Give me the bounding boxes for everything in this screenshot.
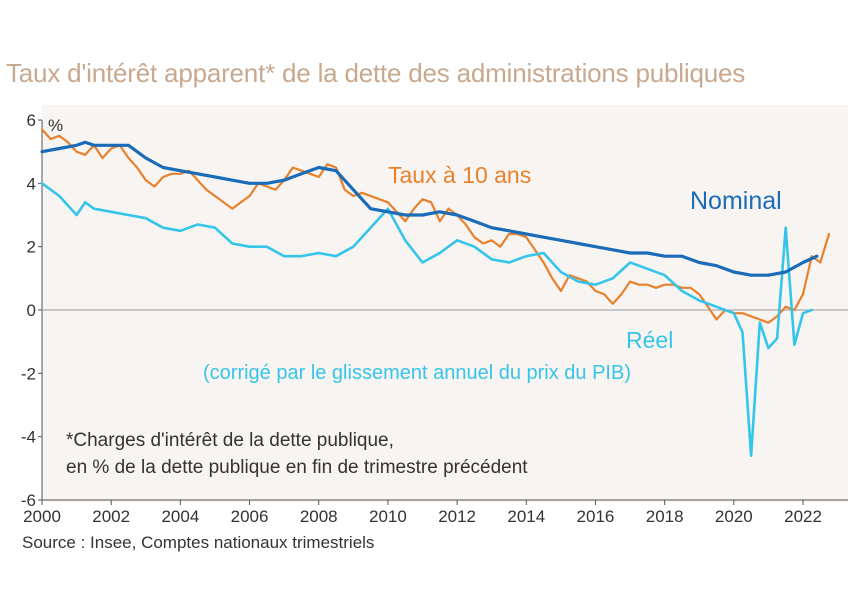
y-tick-label: -2 bbox=[21, 364, 36, 383]
x-tick-label: 2000 bbox=[23, 507, 61, 526]
x-tick-label: 2006 bbox=[231, 507, 269, 526]
x-tick-label: 2004 bbox=[161, 507, 199, 526]
series-line-reel bbox=[40, 182, 813, 457]
series-lines bbox=[40, 128, 831, 457]
y-tick-label: 2 bbox=[27, 238, 36, 257]
chart-title: Taux d'intérêt apparent* de la dette des… bbox=[6, 58, 746, 88]
x-tick-label: 2012 bbox=[438, 507, 476, 526]
y-unit-label: % bbox=[48, 116, 63, 135]
series-label-reel: Réel bbox=[626, 327, 673, 353]
series-label-nominal: Nominal bbox=[690, 187, 782, 215]
series-line-nominal bbox=[40, 140, 819, 277]
y-tick-label: 0 bbox=[27, 301, 36, 320]
x-tick-label: 2018 bbox=[646, 507, 684, 526]
source-note: Source : Insee, Comptes nationaux trimes… bbox=[22, 533, 375, 552]
series-label-taux-10-ans: Taux à 10 ans bbox=[388, 162, 531, 188]
y-tick-label: -6 bbox=[21, 491, 36, 510]
line-chart: -6 -4 -2 0 2 4 6 2000 2002 2004 2006 2008 2010 2012 20… bbox=[21, 105, 848, 526]
x-tick-label: 2022 bbox=[784, 507, 822, 526]
y-tick-label: 4 bbox=[27, 174, 36, 193]
footnote-line-2: en % de la dette publique en fin de trim… bbox=[66, 457, 528, 478]
footnote-line-1: *Charges d'intérêt de la dette publique, bbox=[66, 430, 394, 451]
x-tick-label: 2020 bbox=[715, 507, 753, 526]
series-sublabel-reel: (corrigé par le glissement annuel du pri… bbox=[203, 362, 631, 384]
x-tick-label: 2016 bbox=[577, 507, 615, 526]
y-tick-label: 6 bbox=[27, 111, 36, 130]
x-tick-label: 2002 bbox=[92, 507, 130, 526]
x-tick-label: 2008 bbox=[300, 507, 338, 526]
x-tick-label: 2014 bbox=[507, 507, 545, 526]
y-tick-label: -4 bbox=[21, 428, 36, 447]
x-tick-label: 2010 bbox=[369, 507, 407, 526]
axes: -6 -4 -2 0 2 4 6 2000 2002 2004 2006 2008 2010 2012 20… bbox=[21, 111, 848, 526]
